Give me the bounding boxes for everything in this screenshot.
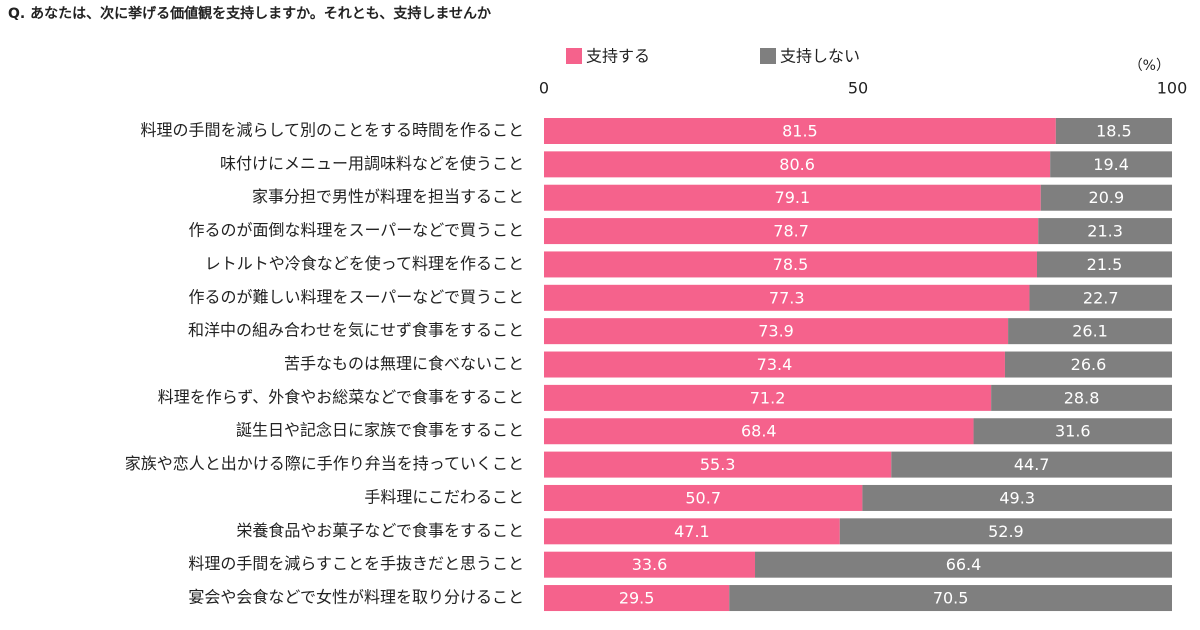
bar-segment [544,218,1039,245]
value-label: 21.3 [1087,222,1123,241]
y-tick-label: 料理を作らず、外食やお総菜などで食事をすること [158,387,524,406]
value-label: 78.7 [773,222,809,241]
value-label: 20.9 [1089,188,1125,207]
value-label: 19.4 [1093,155,1129,174]
value-label: 79.1 [775,188,811,207]
value-label: 28.8 [1064,388,1100,407]
value-label: 50.7 [685,488,721,507]
bar-segment [755,551,1172,578]
value-label: 77.3 [769,288,805,307]
bar-segment [1004,351,1172,378]
y-tick-label: 作るのが面倒な料理をスーパーなどで買うこと [188,221,524,240]
value-label: 68.4 [741,422,777,441]
value-label: 47.1 [674,522,710,541]
value-label: 70.5 [933,589,969,608]
value-label: 66.4 [946,555,982,574]
value-label: 55.3 [700,455,736,474]
chart-title: Q. あなたは、次に挙げる価値観を支持しますか。それとも、支持しませんか [8,5,491,22]
value-label: 52.9 [988,522,1024,541]
bar-segment [1008,318,1172,345]
y-tick-label: 手料理にこだわること [364,487,524,506]
bar-segment [1055,118,1172,144]
bar-segment [1036,251,1172,278]
value-label: 22.7 [1083,288,1119,307]
bar-segment [544,184,1041,211]
bar-segment [1040,184,1172,211]
value-label: 21.5 [1087,255,1123,274]
y-tick-label: 苦手なものは無理に食べないこと [284,354,524,373]
bar-segment [544,384,992,411]
bar-segment [1050,151,1172,178]
y-tick-label: 誕生日や記念日に家族で食事をすること [236,421,524,440]
value-label: 31.6 [1055,422,1091,441]
x-tick-label: 100 [1157,79,1188,98]
y-tick-label: 料理の手間を減らして別のことをする時間を作ること [140,121,524,140]
value-label: 49.3 [999,488,1035,507]
bar-segment [862,484,1172,511]
value-label: 73.4 [757,355,793,374]
x-tick-label: 50 [848,79,868,98]
value-label: 78.5 [773,255,809,274]
value-label: 71.2 [750,388,786,407]
bar-segment [544,318,1009,345]
y-tick-label: 作るのが難しい料理をスーパーなどで買うこと [188,287,524,306]
y-tick-label: 料理の手間を減らすことを手抜きだと思うこと [188,554,524,573]
y-tick-label: 家族や恋人と出かける際に手作り弁当を持っていくこと [125,454,524,473]
bar-segment [544,518,840,545]
bar-segment [544,418,974,445]
bar-segment [544,484,863,511]
bar-segment [544,151,1051,178]
legend-label: 支持しない [780,47,860,66]
value-label: 33.6 [632,555,668,574]
bar-segment [544,585,730,612]
bar-segment [891,451,1172,478]
legend-label: 支持する [586,47,650,66]
value-label: 73.9 [758,322,794,341]
x-tick-label: 0 [539,79,549,98]
y-tick-label: 和洋中の組み合わせを気にせず食事をすること [188,321,524,340]
value-label: 29.5 [619,589,655,608]
y-tick-label: レトルトや冷食などを使って料理を作ること [205,254,524,273]
bar-segment [1029,284,1172,311]
bar-segment [544,451,892,478]
bar-segment [973,418,1172,445]
value-label: 44.7 [1014,455,1050,474]
value-label: 18.5 [1096,122,1132,141]
value-label: 26.1 [1072,322,1108,341]
unit-label: （%） [1129,58,1170,74]
y-tick-label: 宴会や会食などで女性が料理を取り分けること [188,588,524,607]
legend-swatch [760,48,776,64]
bar-segment [729,585,1172,612]
bar-segment [544,251,1037,278]
bar-segment [544,284,1030,311]
legend-swatch [566,48,582,64]
bar-segment [544,118,1056,144]
bar-segment [544,351,1005,378]
bar-segment [839,518,1172,545]
bar-segment [991,384,1172,411]
y-tick-label: 栄養食品やお菓子などで食事をすること [236,521,524,540]
bar-segment [1038,218,1172,245]
value-label: 26.6 [1071,355,1107,374]
y-tick-label: 味付けにメニュー用調味料などを使うこと [220,154,524,173]
value-label: 81.5 [782,122,818,141]
y-tick-label: 家事分担で男性が料理を担当すること [252,187,524,206]
value-label: 80.6 [779,155,815,174]
bar-segment [544,551,756,578]
